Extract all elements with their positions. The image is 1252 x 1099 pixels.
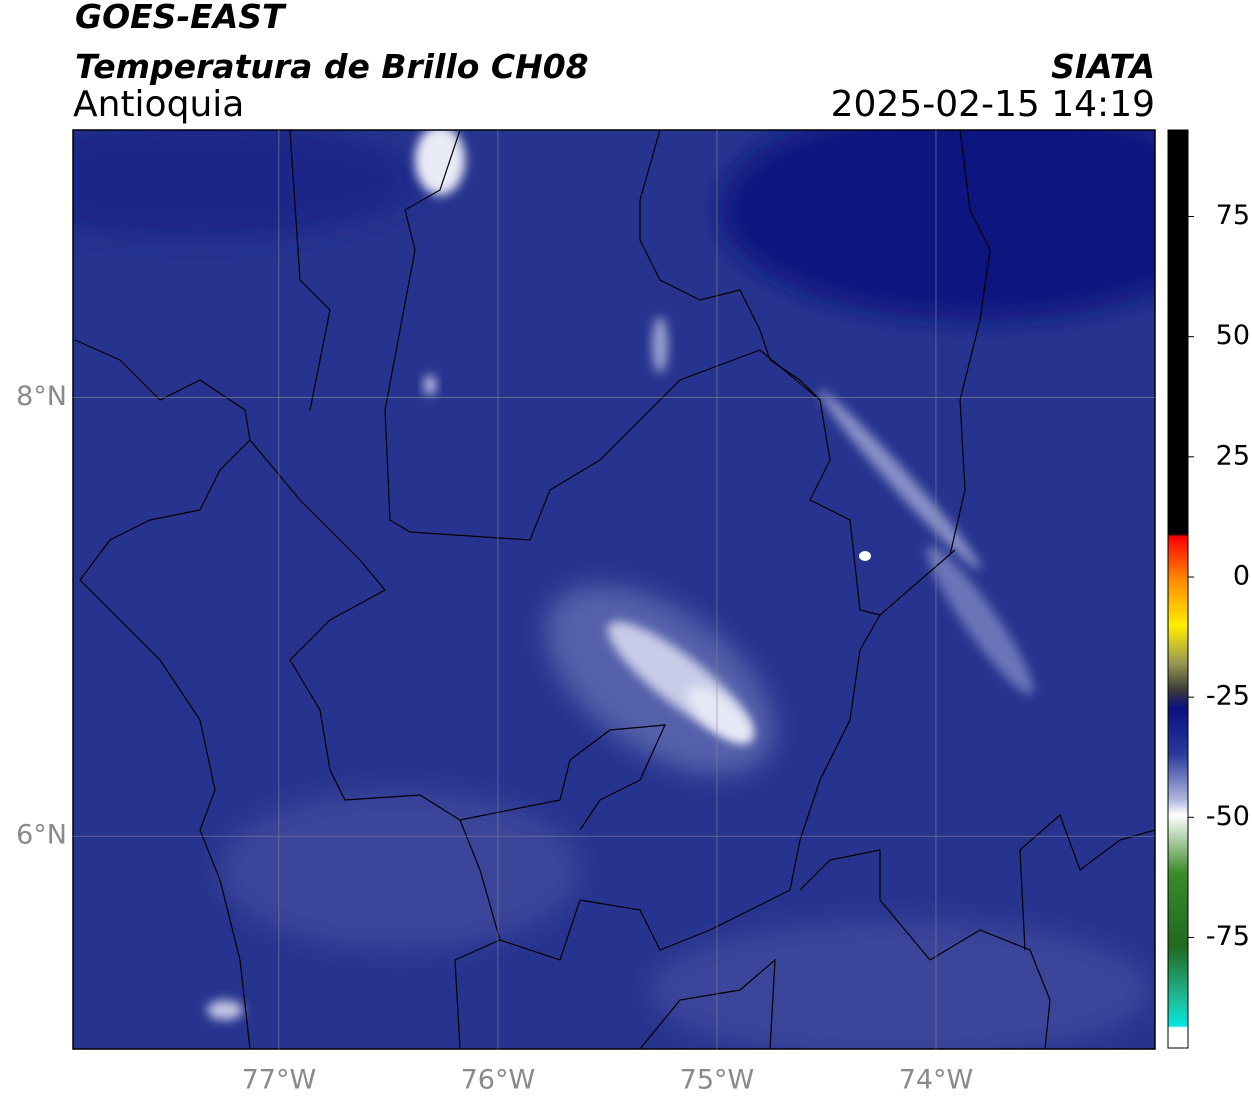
colorbar-tick-label: -50 [1206,801,1250,832]
map-image [73,130,1155,1049]
product-title: Temperatura de Brillo CH08 [75,47,589,86]
x-tick-label: 74°W [899,1065,974,1096]
satellite-title: GOES-EAST [75,0,287,36]
colorbar-tick-label: -75 [1206,921,1250,952]
map-frame [72,129,1156,1050]
colorbar [1167,129,1189,1049]
x-tick-label: 75°W [680,1065,755,1096]
colorbar-tick-label: 25 [1216,440,1250,471]
datetime-label: 2025-02-15 14:19 [831,84,1155,125]
y-tick-label: 8°N [16,381,67,412]
colorbar-tick-label: -25 [1206,681,1250,712]
colorbar-tick-label: 75 [1216,200,1250,231]
x-tick-label: 76°W [461,1065,536,1096]
colorbar-tick-label: 50 [1216,320,1250,351]
source-label: SIATA [1051,47,1155,86]
colorbar-tick-label: 0 [1233,560,1250,591]
x-tick-label: 77°W [242,1065,317,1096]
y-tick-label: 6°N [16,820,67,851]
region-label: Antioquia [73,84,244,125]
